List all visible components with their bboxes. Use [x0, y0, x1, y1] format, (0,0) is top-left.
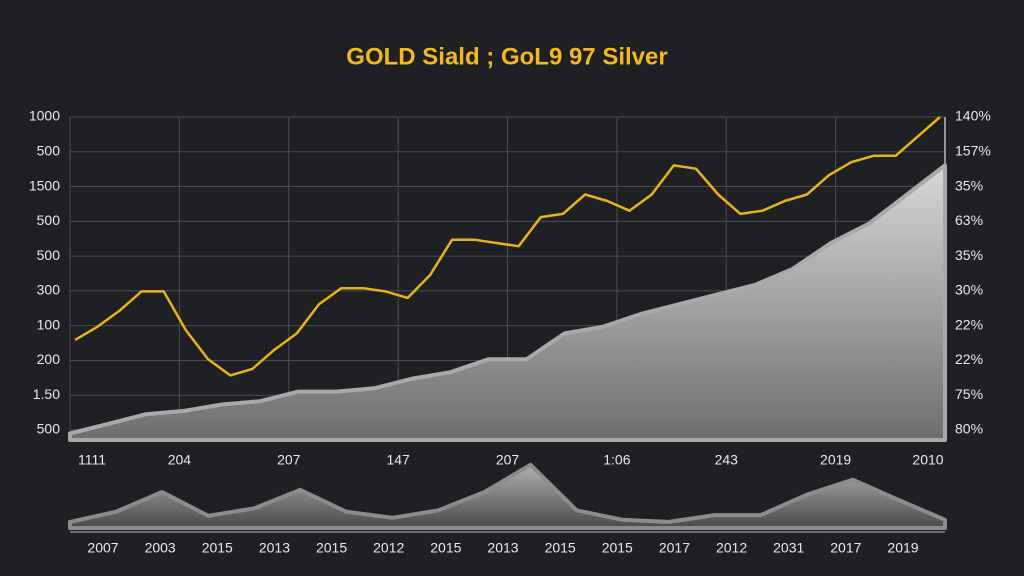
y-tick-label: 500 — [37, 421, 61, 437]
x-tick-label: 2017 — [659, 540, 690, 556]
x-tick-label: 2015 — [316, 540, 347, 556]
x-tick-label: 243 — [715, 452, 739, 468]
silver-area — [68, 163, 947, 442]
x-tick-label: 2015 — [202, 540, 233, 556]
y-tick-label: 300 — [37, 282, 61, 298]
chart-title: GOLD Siald ; GoL9 97 Silver — [346, 43, 667, 70]
x-tick-label: 2019 — [887, 540, 918, 556]
x-tick-label: 2010 — [912, 452, 943, 468]
x-tick-label: 204 — [168, 452, 192, 468]
x-tick-label: 2031 — [773, 540, 804, 556]
y2-tick-label: 35% — [955, 177, 983, 193]
x-tick-label: 1:06 — [603, 452, 630, 468]
x-tick-label: 2015 — [602, 540, 633, 556]
gold-line — [74, 116, 941, 377]
y-tick-label: 1500 — [29, 177, 60, 193]
x-tick-label: 2007 — [87, 540, 118, 556]
y-tick-label: 500 — [37, 142, 61, 158]
x-tick-label: 2012 — [373, 540, 404, 556]
y2-tick-label: 75% — [955, 386, 983, 402]
x-tick-label: 2019 — [820, 452, 851, 468]
y-tick-label: 200 — [37, 351, 61, 367]
x-tick-label: 207 — [277, 452, 301, 468]
x-tick-label: 147 — [386, 452, 410, 468]
y-tick-label: 1.50 — [33, 386, 60, 402]
y2-tick-label: 30% — [955, 282, 983, 298]
x-tick-label: 2017 — [830, 540, 861, 556]
x-tick-label: 2015 — [430, 540, 461, 556]
y2-tick-label: 22% — [955, 351, 983, 367]
x-tick-label: 1111 — [78, 452, 106, 468]
x-tick-label: 2003 — [145, 540, 176, 556]
x-tick-label: 2012 — [716, 540, 747, 556]
y2-tick-label: 80% — [955, 421, 983, 437]
y2-tick-label: 63% — [955, 212, 983, 228]
y-tick-label: 500 — [37, 212, 61, 228]
y-tick-label: 100 — [37, 316, 61, 332]
y2-tick-label: 140% — [955, 108, 991, 124]
x-tick-label: 2013 — [487, 540, 518, 556]
silver-area — [68, 462, 947, 530]
y-tick-label: 1000 — [29, 108, 60, 124]
y2-tick-label: 22% — [955, 316, 983, 332]
y-tick-label: 500 — [37, 247, 61, 263]
y2-tick-label: 35% — [955, 247, 983, 263]
y2-tick-label: 157% — [955, 142, 991, 158]
x-tick-label: 207 — [496, 452, 520, 468]
x-tick-label: 2013 — [259, 540, 290, 556]
x-tick-label: 2015 — [545, 540, 576, 556]
